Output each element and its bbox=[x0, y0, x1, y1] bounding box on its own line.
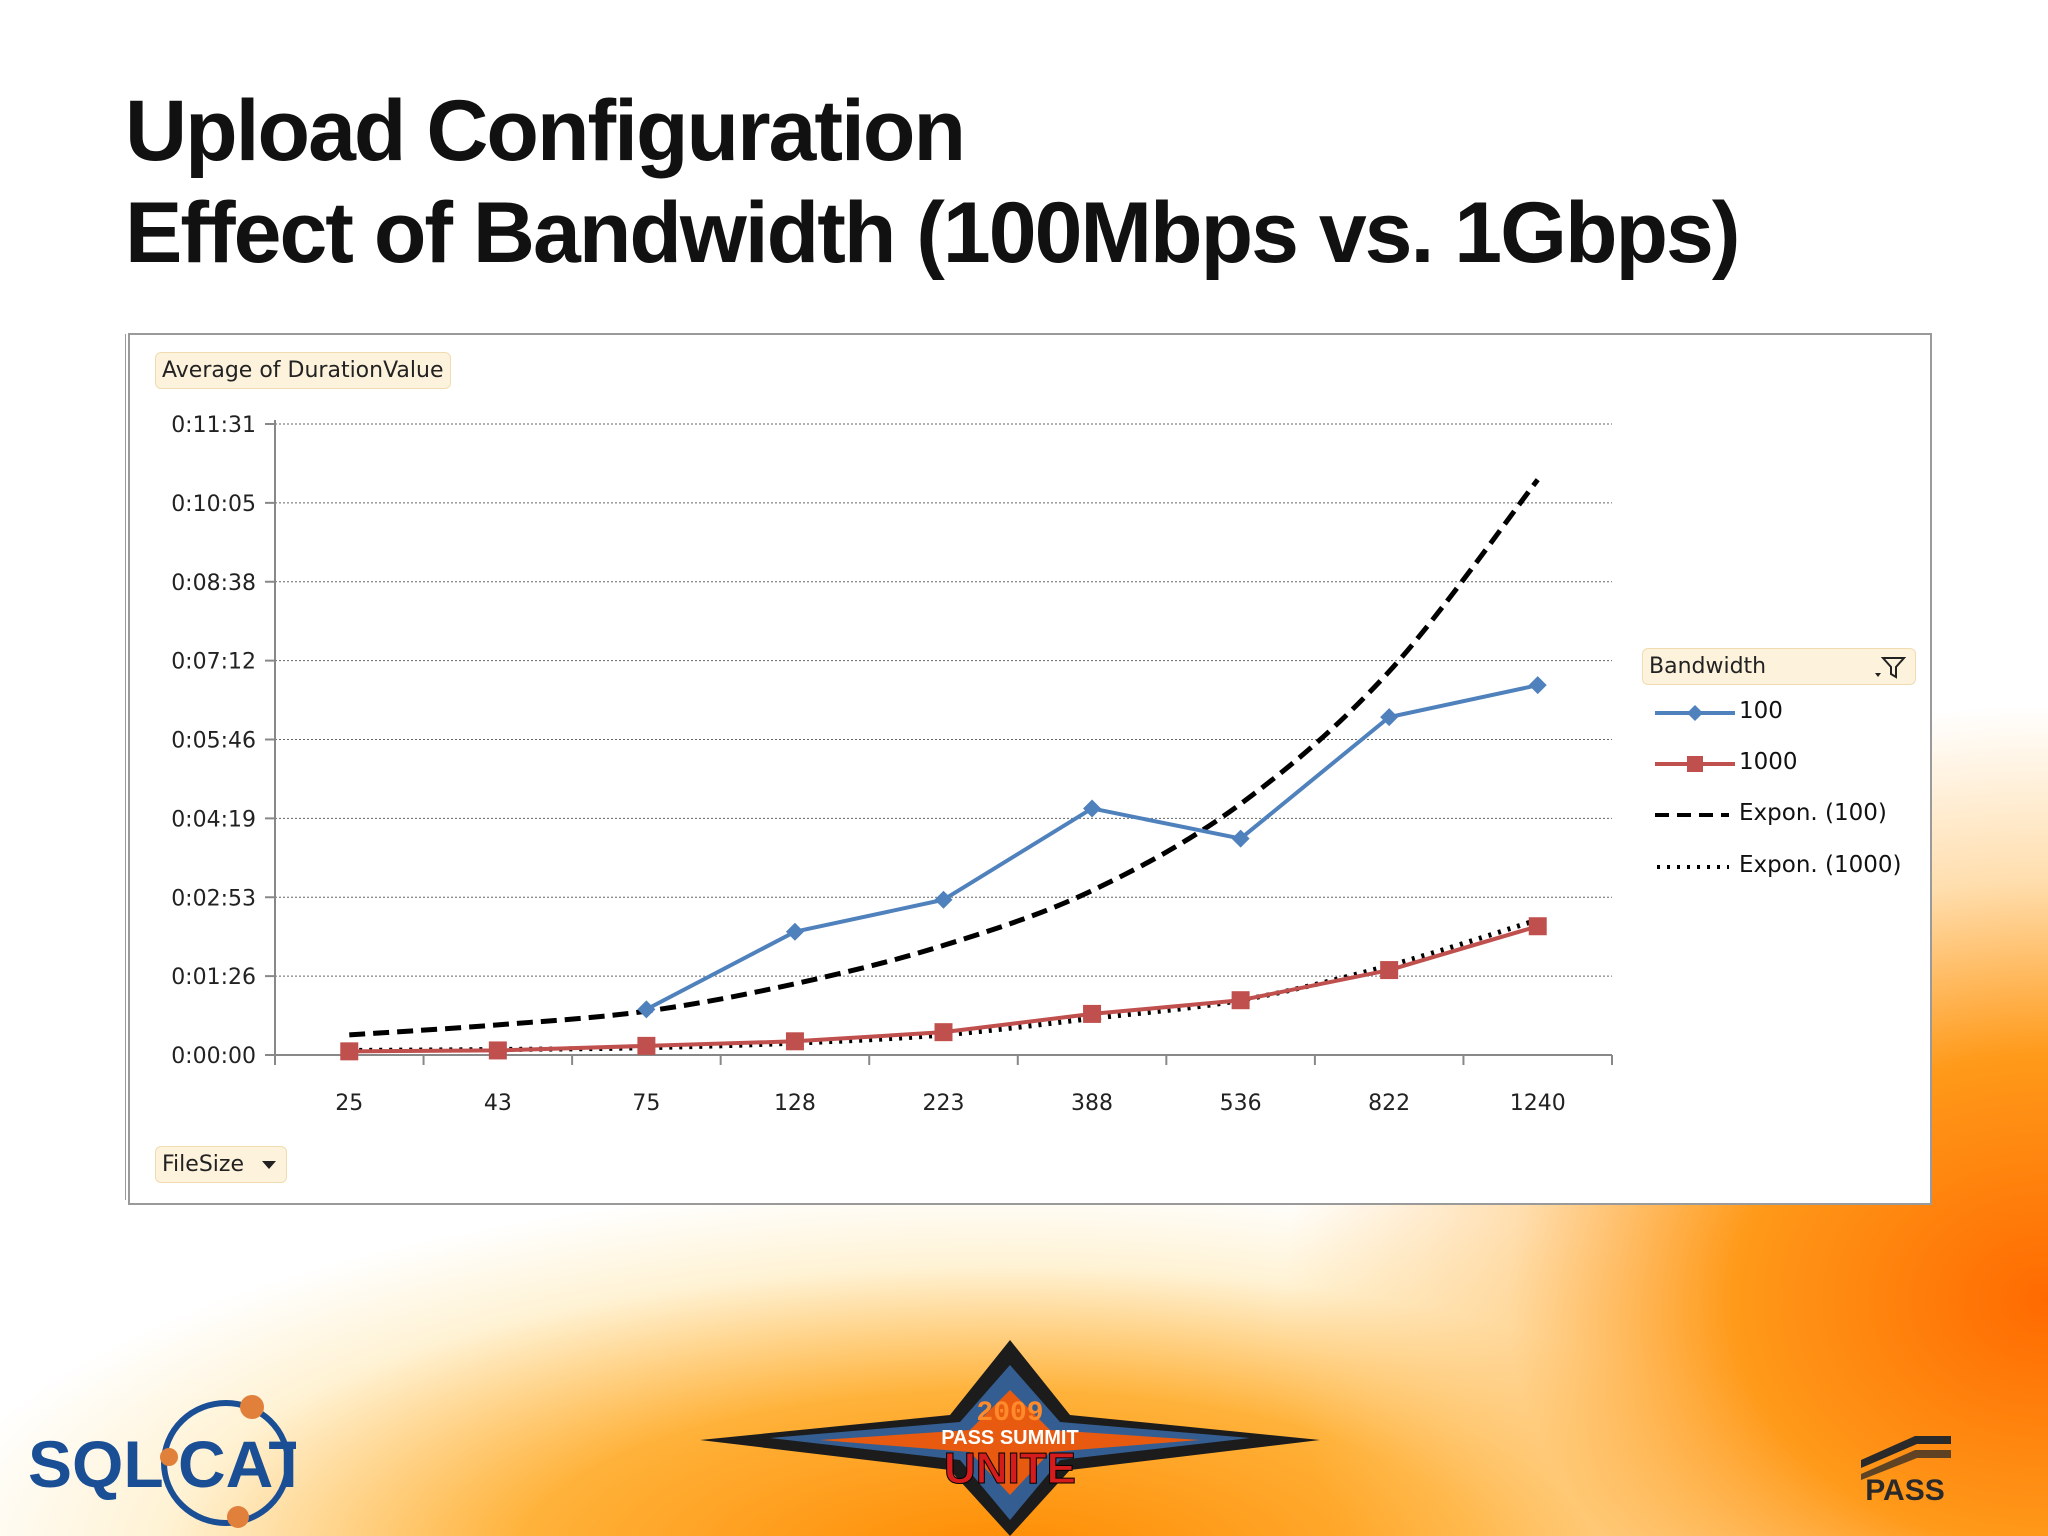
x-axis-tick-labels: 25 43 75 128 223 388 536 822 1240 bbox=[335, 1091, 1565, 1116]
y-tick-label: 0:11:31 bbox=[171, 413, 256, 438]
slide-title-line-2: Effect of Bandwidth (100Mbps vs. 1Gbps) bbox=[125, 185, 1741, 281]
y-tick-label: 0:04:19 bbox=[171, 807, 256, 832]
trendline-expon-100 bbox=[349, 478, 1540, 1038]
pass-summit-2009-logo: 2009 PASS SUMMIT UNITE bbox=[700, 1340, 1320, 1536]
legend-item-expon-1000[interactable]: Expon. (1000) bbox=[1655, 852, 1902, 882]
data-point-1000 bbox=[1380, 961, 1399, 980]
legend-item-expon-100[interactable]: Expon. (100) bbox=[1655, 800, 1887, 830]
data-point-100 bbox=[785, 922, 804, 941]
data-point-1000 bbox=[934, 1023, 953, 1042]
x-tick-label: 128 bbox=[774, 1091, 816, 1116]
solcat-logo: SQL CAT bbox=[28, 1395, 296, 1528]
data-point-100 bbox=[1083, 799, 1102, 818]
data-point-1000 bbox=[785, 1032, 804, 1051]
legend-swatch-100 bbox=[1655, 705, 1735, 721]
data-point-100 bbox=[637, 1000, 656, 1019]
data-point-100 bbox=[1380, 708, 1399, 727]
slide-title-line-1: Upload Configuration bbox=[125, 83, 966, 179]
data-point-1000 bbox=[340, 1042, 359, 1061]
legend-swatch-expon-1000 bbox=[1657, 865, 1729, 869]
y-tick-label: 0:08:38 bbox=[171, 571, 256, 596]
data-point-100 bbox=[1231, 829, 1250, 848]
data-point-1000 bbox=[1083, 1004, 1102, 1023]
x-tick-label: 25 bbox=[335, 1091, 363, 1116]
series-layer bbox=[340, 478, 1547, 1061]
x-tick-label: 223 bbox=[923, 1091, 965, 1116]
data-point-1000 bbox=[1231, 991, 1250, 1010]
pass-logo-text: PASS bbox=[1865, 1474, 1944, 1502]
legend-label: Expon. (100) bbox=[1739, 800, 1887, 826]
event-theme: UNITE bbox=[944, 1444, 1076, 1493]
legend-item-1000[interactable]: 1000 bbox=[1655, 749, 1798, 779]
dropdown-arrow-icon bbox=[261, 1161, 276, 1169]
x-tick-label: 75 bbox=[632, 1091, 660, 1116]
axes bbox=[265, 420, 1613, 1065]
solcat-text-left: SQL bbox=[28, 1427, 164, 1501]
x-tick-label: 536 bbox=[1220, 1091, 1262, 1116]
y-tick-label: 0:07:12 bbox=[171, 650, 256, 675]
y-tick-label: 0:01:26 bbox=[171, 965, 256, 990]
event-name: PASS SUMMIT bbox=[941, 1427, 1078, 1449]
legend-item-100[interactable]: 100 bbox=[1655, 698, 1783, 728]
legend-label: 1000 bbox=[1739, 749, 1798, 775]
y-axis-tick-labels: 0:00:00 0:01:26 0:02:53 0:04:19 0:05:46 0:07:… bbox=[171, 413, 256, 1069]
axis-field-button[interactable]: FileSize bbox=[155, 1146, 287, 1183]
y-tick-label: 0:00:00 bbox=[171, 1044, 256, 1069]
x-tick-label: 388 bbox=[1071, 1091, 1113, 1116]
pass-logo: PASS bbox=[1861, 1436, 1951, 1502]
data-point-1000 bbox=[1528, 917, 1547, 936]
filter-icon[interactable] bbox=[1873, 655, 1907, 681]
data-point-100 bbox=[1528, 676, 1547, 695]
solcat-text-right: CAT bbox=[178, 1427, 296, 1501]
pivot-chart-frame bbox=[125, 333, 1932, 1205]
measure-field-button[interactable]: Average of DurationValue bbox=[155, 352, 451, 389]
y-tick-label: 0:05:46 bbox=[171, 729, 256, 754]
x-tick-label: 43 bbox=[484, 1091, 512, 1116]
legend-field-button[interactable]: Bandwidth bbox=[1642, 648, 1916, 685]
legend-field-label: Bandwidth bbox=[1649, 654, 1767, 679]
legend-swatch-expon-100 bbox=[1655, 813, 1729, 817]
axis-field-label: FileSize bbox=[162, 1152, 244, 1177]
y-tick-label: 0:02:53 bbox=[171, 886, 256, 911]
data-point-1000 bbox=[488, 1041, 507, 1060]
y-tick-label: 0:10:05 bbox=[171, 492, 256, 517]
data-point-1000 bbox=[637, 1036, 656, 1055]
data-point-100 bbox=[934, 890, 953, 909]
legend-label: 100 bbox=[1739, 698, 1783, 724]
legend-label: Expon. (1000) bbox=[1739, 852, 1902, 878]
event-year: 2009 bbox=[976, 1398, 1043, 1429]
x-tick-label: 822 bbox=[1368, 1091, 1410, 1116]
legend-swatch-1000 bbox=[1655, 756, 1735, 772]
x-tick-label: 1240 bbox=[1510, 1091, 1566, 1116]
